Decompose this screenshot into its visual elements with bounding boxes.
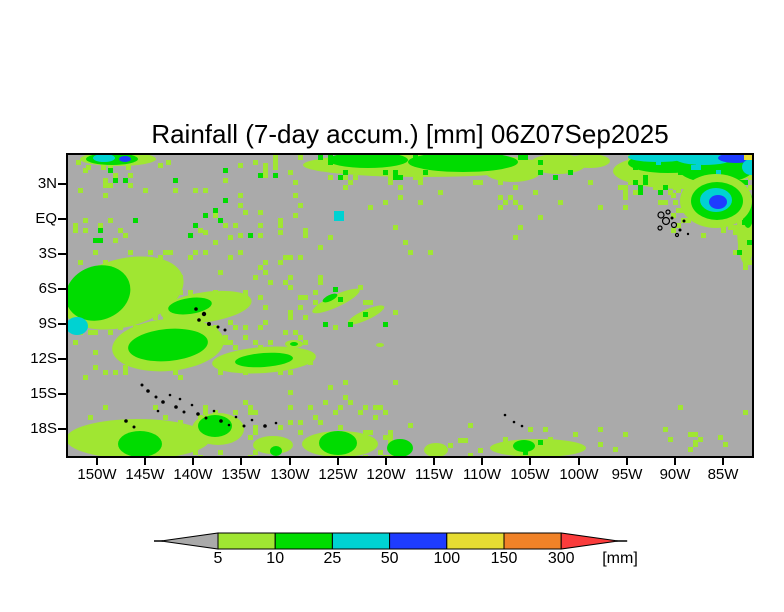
colorbar-segment-orange bbox=[503, 532, 562, 550]
rain-blob-green bbox=[328, 155, 408, 168]
lon-tick-label: 100W bbox=[559, 466, 599, 483]
rain-blob-lightgreen bbox=[424, 443, 448, 456]
colorbar-segment-yellow bbox=[446, 532, 505, 550]
colorbar-segment-blue bbox=[389, 532, 448, 550]
lon-tick-label: 95W bbox=[611, 466, 643, 483]
colorbar-label: 150 bbox=[491, 550, 518, 567]
lon-tick-label: 120W bbox=[366, 466, 406, 483]
rain-blob-green bbox=[128, 328, 208, 362]
lon-tick-label: 150W bbox=[77, 466, 117, 483]
rain-blob-green bbox=[319, 431, 357, 455]
colorbar-label: 50 bbox=[381, 550, 399, 567]
rain-blob-green bbox=[513, 440, 535, 452]
lon-tick-label: 145W bbox=[125, 466, 165, 483]
rain-blob-blue bbox=[709, 195, 727, 209]
lat-tick-label: 3N bbox=[37, 175, 57, 192]
lon-tick bbox=[192, 458, 194, 465]
colorbar-label: 10 bbox=[266, 550, 284, 567]
rain-blob-green bbox=[118, 431, 162, 456]
rain-blob-cyan bbox=[628, 155, 688, 162]
colorbar-unit-label: [mm] bbox=[602, 550, 638, 567]
rain-blob-blue bbox=[718, 155, 752, 163]
rain-blob-green bbox=[322, 293, 338, 303]
lat-tick-label: 9S bbox=[38, 315, 57, 332]
lat-tick-label: 6S bbox=[38, 280, 57, 297]
lon-tick-label: 130W bbox=[270, 466, 310, 483]
lon-tick bbox=[481, 458, 483, 465]
colorbar-segment-lightgreen bbox=[217, 532, 276, 550]
lon-tick bbox=[96, 458, 98, 465]
rain-blob-cyan bbox=[676, 155, 732, 165]
rain-blob-green bbox=[387, 439, 413, 456]
lon-tick bbox=[722, 458, 724, 465]
lon-tick-label: 140W bbox=[173, 466, 213, 483]
rain-blob-lightgreen bbox=[376, 343, 384, 347]
lon-tick-label: 105W bbox=[510, 466, 550, 483]
lon-tick bbox=[529, 458, 531, 465]
colorbar-under-arrow bbox=[160, 532, 219, 550]
lon-tick bbox=[626, 458, 628, 465]
lat-tick bbox=[58, 183, 66, 185]
lon-tick-label: 85W bbox=[707, 466, 739, 483]
colorbar-label: 300 bbox=[548, 550, 575, 567]
lat-tick bbox=[58, 253, 66, 255]
lon-tick bbox=[289, 458, 291, 465]
lat-tick bbox=[58, 358, 66, 360]
rain-blob-lightgreen bbox=[490, 439, 586, 456]
colorbar-over-arrow bbox=[560, 532, 619, 550]
lon-tick bbox=[433, 458, 435, 465]
lon-tick-label: 135W bbox=[221, 466, 261, 483]
rain-blob-lightgreen bbox=[312, 288, 360, 314]
rain-blob-green bbox=[198, 415, 232, 437]
lat-tick-label: 3S bbox=[38, 245, 57, 262]
lat-tick bbox=[58, 393, 66, 395]
rainfall-map bbox=[68, 155, 752, 456]
lon-tick-label: 115W bbox=[414, 466, 454, 483]
rain-blob-green bbox=[68, 265, 131, 321]
rain-blob-green bbox=[235, 352, 293, 368]
colorbar-label: 5 bbox=[214, 550, 223, 567]
lat-tick bbox=[58, 428, 66, 430]
lon-tick bbox=[144, 458, 146, 465]
lat-tick-label: 18S bbox=[30, 420, 57, 437]
rain-blob-green bbox=[270, 446, 282, 456]
rain-blob-cyan bbox=[742, 159, 752, 175]
rain-blob-blue bbox=[119, 156, 131, 162]
island-outlines bbox=[124, 209, 690, 429]
plot-title: Rainfall (7-day accum.) [mm] 06Z07Sep202… bbox=[151, 119, 669, 149]
rain-blob-green bbox=[408, 155, 518, 172]
rain-blob-green bbox=[168, 297, 212, 315]
rain-blob-lightgreen bbox=[570, 155, 610, 168]
lon-tick bbox=[337, 458, 339, 465]
rainfall-field bbox=[68, 155, 752, 456]
lat-tick-label: 15S bbox=[30, 385, 57, 402]
lat-tick bbox=[58, 218, 66, 220]
colorbar-segment-green bbox=[274, 532, 333, 550]
lat-tick-label: EQ bbox=[35, 210, 57, 227]
lat-tick bbox=[58, 288, 66, 290]
lon-tick-label: 110W bbox=[462, 466, 502, 483]
colorbar-label: 25 bbox=[324, 550, 342, 567]
lon-tick bbox=[674, 458, 676, 465]
lon-tick bbox=[240, 458, 242, 465]
rain-blob-cyan bbox=[68, 317, 88, 335]
lon-tick-label: 90W bbox=[659, 466, 691, 483]
colorbar-label: 100 bbox=[433, 550, 460, 567]
lon-tick bbox=[578, 458, 580, 465]
lat-tick-label: 12S bbox=[30, 350, 57, 367]
rain-blob-lightgreen bbox=[253, 436, 293, 454]
map-frame bbox=[66, 153, 754, 458]
rain-blob-green bbox=[290, 342, 298, 346]
colorbar-segment-cyan bbox=[331, 532, 391, 550]
lon-tick bbox=[385, 458, 387, 465]
lon-tick-label: 125W bbox=[318, 466, 358, 483]
lat-tick bbox=[58, 323, 66, 325]
colorbar: 5 10 25 50 100 150 300 [mm] bbox=[154, 532, 638, 567]
rain-blob-cyan bbox=[93, 155, 115, 162]
